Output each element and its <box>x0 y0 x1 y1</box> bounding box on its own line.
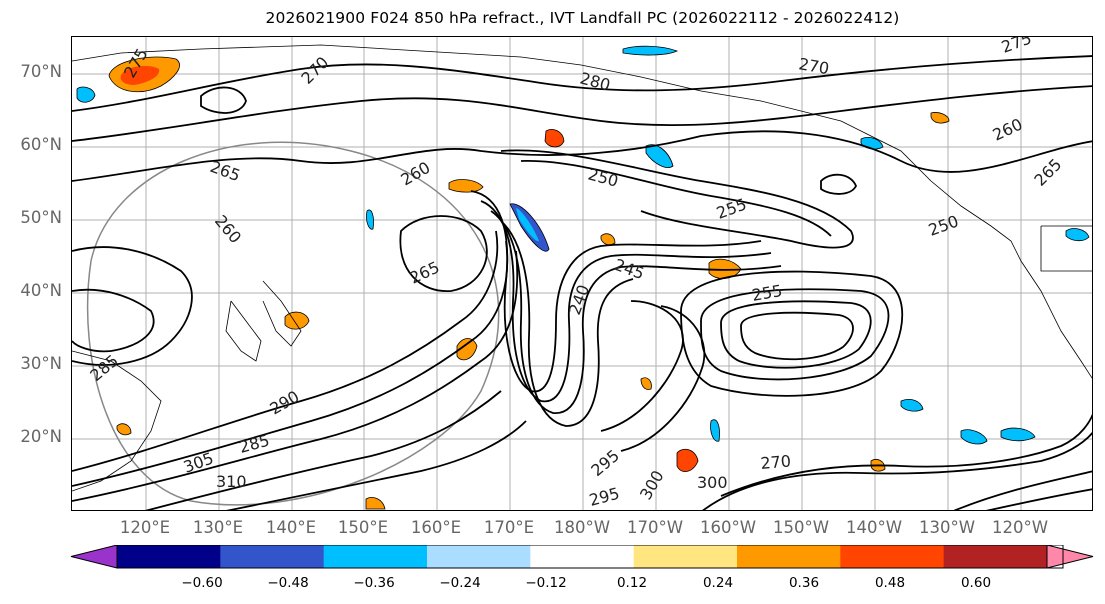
contour-label: 295 <box>587 484 621 510</box>
lat-label-70n: 70°N <box>20 62 62 81</box>
contour-label: 310 <box>216 472 247 491</box>
lon-label-130w: 130°W <box>918 518 976 537</box>
contour-label: 305 <box>181 448 216 476</box>
colorbar-tick: 0.24 <box>702 575 734 591</box>
lon-label-150e: 150°E <box>337 518 389 537</box>
contour-label: 265 <box>1030 155 1065 190</box>
lon-label-160e: 160°E <box>410 518 462 537</box>
colorbar-segment <box>530 545 635 568</box>
contour-label: 250 <box>926 211 961 239</box>
colorbar-segment <box>737 545 841 568</box>
colorbar-segment <box>633 545 738 568</box>
contour-label: 275 <box>999 37 1034 57</box>
colorbar-extend-max <box>1046 545 1094 569</box>
coastlines <box>72 44 1092 492</box>
colorbar-segment <box>117 545 221 568</box>
contour-label: 255 <box>714 194 749 222</box>
lon-label-120w: 120°W <box>991 518 1049 537</box>
map-panel: 275 270 265 260 255 250 245 240 285 295 … <box>71 36 1093 511</box>
contour-label: 265 <box>208 157 243 185</box>
colorbar-tick: −0.60 <box>181 575 223 591</box>
colorbar <box>70 545 1094 569</box>
graticule <box>72 37 1092 510</box>
lat-label-20n: 20°N <box>20 427 62 446</box>
contour-label: 300 <box>636 467 668 503</box>
lat-label-40n: 40°N <box>20 281 62 300</box>
contour-label: 270 <box>297 53 332 88</box>
colorbar-tick: −0.24 <box>439 575 481 591</box>
colorbar-tick: 0.36 <box>788 575 820 591</box>
map-canvas: 275 270 265 260 255 250 245 240 285 295 … <box>72 37 1092 510</box>
colorbar-tick: 0.48 <box>874 575 906 591</box>
colorbar-segment <box>943 545 1048 568</box>
lon-label-170e: 170°E <box>483 518 535 537</box>
colorbar-tick: −0.12 <box>525 575 567 591</box>
landfall-region-outline <box>86 141 500 506</box>
colorbar-segment <box>427 545 531 568</box>
contour-label: 300 <box>697 473 728 492</box>
lon-label-170w: 170°W <box>626 518 684 537</box>
contour-label: 245 <box>612 255 647 283</box>
contour-label: 290 <box>267 387 303 419</box>
refractivity-contours <box>72 55 1092 510</box>
lon-label-140e: 140°E <box>265 518 317 537</box>
lon-label-140w: 140°W <box>845 518 903 537</box>
lon-label-180w: 180°W <box>553 518 611 537</box>
lon-label-130e: 130°E <box>192 518 244 537</box>
colorbar-extend-min <box>70 545 118 569</box>
lon-label-150w: 150°W <box>772 518 830 537</box>
contour-label: 240 <box>565 282 593 317</box>
colorbar-segment <box>220 545 325 568</box>
colorbar-segment <box>840 545 945 568</box>
colorbar-tick: −0.48 <box>267 575 309 591</box>
map-title: 2026021900 F024 850 hPa refract., IVT La… <box>265 9 900 27</box>
colorbar-segment <box>323 545 428 568</box>
lat-label-30n: 30°N <box>20 354 62 373</box>
shaded-anomalies <box>76 45 1090 510</box>
lon-label-120e: 120°E <box>119 518 171 537</box>
contour-label: 250 <box>586 165 620 191</box>
contour-label: 270 <box>760 451 792 473</box>
contour-label: 260 <box>211 211 245 247</box>
contour-label: 260 <box>990 114 1026 144</box>
lat-label-60n: 60°N <box>20 135 62 154</box>
colorbar-tick: −0.36 <box>353 575 395 591</box>
colorbar-tick: 0.60 <box>960 575 992 591</box>
contour-label: 295 <box>587 446 623 480</box>
lat-label-50n: 50°N <box>20 208 62 227</box>
colorbar-tick: 0.12 <box>616 575 648 591</box>
lon-label-160w: 160°W <box>699 518 757 537</box>
